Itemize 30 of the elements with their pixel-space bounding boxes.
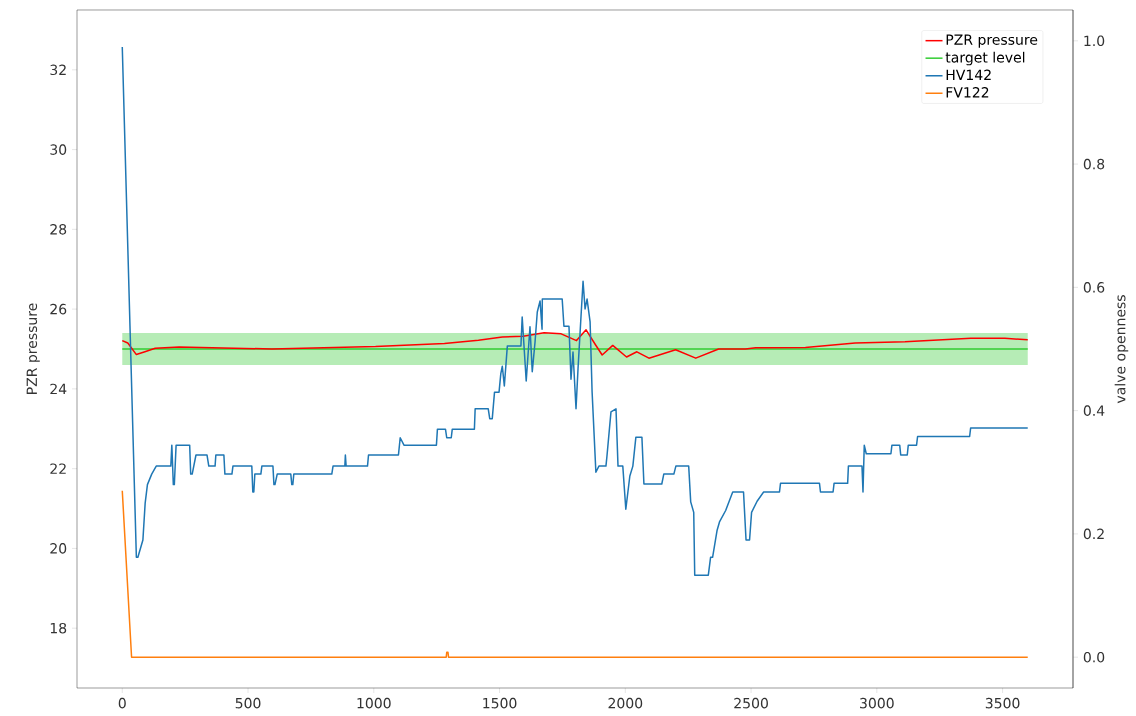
x-tick-label: 1000 (357, 697, 391, 709)
x-tick-label: 1500 (483, 697, 517, 709)
y2-tick-label: 1.0 (1084, 35, 1105, 47)
legend-label: target level (945, 51, 1025, 66)
y-tick-label: 18 (50, 622, 67, 634)
x-tick-label: 500 (235, 697, 261, 709)
y2-tick-label: 0.8 (1083, 158, 1105, 170)
y2-tick-label: 0.2 (1083, 528, 1104, 540)
y2-axis-title: valve openness (1114, 295, 1129, 404)
y2-tick-label: 0.6 (1083, 282, 1105, 293)
legend-label: FV122 (946, 87, 989, 98)
y2-tick-label: 0.0 (1083, 651, 1105, 663)
y-axis-title: PZR pressure (26, 303, 40, 394)
y-tick-label: 28 (50, 224, 67, 235)
x-tick-label: 0 (118, 697, 126, 709)
x-tick-label: 3500 (985, 697, 1020, 709)
x-tick-label: 2000 (608, 697, 643, 709)
y2-tick-label: 0.4 (1083, 405, 1105, 416)
x-tick-label: 2500 (734, 697, 768, 709)
legend-label: HV142 (946, 69, 991, 80)
y-tick-label: 24 (50, 383, 67, 395)
y-tick-label: 30 (50, 144, 67, 155)
line-series (121, 46, 1029, 576)
x-tick-label: 3000 (860, 697, 894, 709)
y-tick-label: 32 (50, 64, 66, 76)
line-series (121, 329, 1029, 359)
y-tick-label: 22 (50, 463, 66, 474)
legend-label: PZR pressure (946, 34, 1038, 48)
y-tick-label: 20 (50, 543, 67, 554)
y-tick-label: 26 (50, 303, 67, 315)
